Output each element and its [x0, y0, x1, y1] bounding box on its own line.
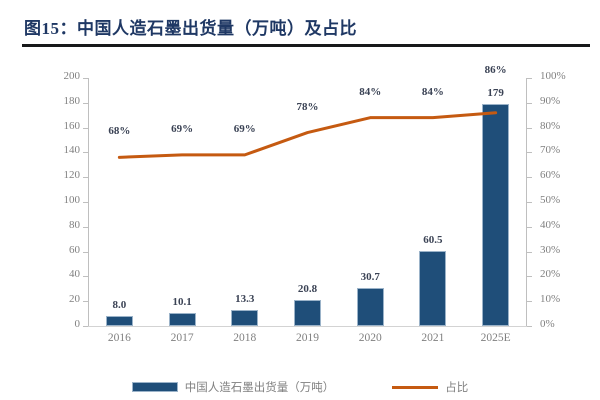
right-axis-label: 60%	[540, 169, 561, 182]
percentage-value-label: 69%	[233, 122, 256, 135]
right-axis-label: 40%	[540, 218, 561, 231]
left-axis-label: 0	[74, 318, 81, 330]
bar-value-label: 60.5	[423, 233, 443, 246]
percentage-line	[117, 111, 498, 159]
right-axis-label: 90%	[540, 94, 561, 107]
left-axis-tick	[83, 226, 88, 228]
title-block: 图15：中国人造石墨出货量（万吨）及占比	[0, 0, 600, 52]
right-axis-tick	[527, 152, 532, 154]
bar[interactable]	[356, 287, 384, 326]
right-axis-tick	[527, 127, 532, 129]
left-axis-tick	[83, 251, 88, 253]
right-axis-tick	[527, 301, 532, 303]
x-axis-label: 2018	[233, 332, 257, 344]
right-axis-label: 100%	[540, 70, 566, 82]
plot-area: 0 20 40 60 80 100 120 140 160 180 200 0% 10% 20% 30% 4…	[64, 64, 566, 344]
bar[interactable]	[294, 300, 321, 326]
left-axis-label: 40	[69, 268, 80, 281]
left-axis-label: 60	[69, 243, 80, 256]
bar-swatch-icon	[131, 382, 178, 392]
left-axis-label: 100	[63, 194, 81, 206]
left-axis-label: 160	[63, 119, 81, 132]
bar-value-label: 8.0	[112, 299, 127, 312]
percentage-value-label: 84%	[359, 85, 382, 98]
right-axis-tick	[527, 177, 532, 179]
left-axis-label: 140	[63, 144, 81, 157]
percentage-value-label: 84%	[421, 85, 444, 98]
right-axis-label: 20%	[540, 268, 561, 281]
x-axis-label: 2017	[170, 332, 194, 344]
bar[interactable]	[419, 250, 447, 326]
left-axis-tick	[83, 301, 88, 303]
right-axis-tick	[527, 326, 532, 327]
line-series	[117, 111, 498, 159]
legend-item-bar[interactable]: 中国人造石墨出货量（万吨）	[131, 379, 335, 395]
bottom-axis-line	[88, 326, 527, 327]
line-swatch-icon	[392, 385, 439, 389]
left-axis-tick	[83, 127, 88, 129]
x-axis-label: 2020	[358, 332, 382, 344]
left-axis-tick	[83, 202, 88, 203]
right-axis-label: 0%	[540, 318, 555, 330]
legend-label-line: 占比	[445, 382, 469, 394]
x-axis-label: 2019	[296, 332, 319, 344]
right-axis-tick	[527, 251, 532, 253]
right-axis-label: 80%	[540, 119, 561, 132]
left-axis-label: 80	[69, 218, 80, 231]
x-axis-label: 2021	[421, 332, 445, 344]
right-axis-tick	[527, 78, 532, 79]
right-axis-tick	[527, 276, 532, 278]
left-axis-tick	[83, 326, 88, 327]
bar-value-label: 179	[487, 87, 504, 100]
percentage-value-label: 86%	[484, 63, 507, 76]
bar[interactable]	[168, 313, 196, 326]
left-axis-line	[88, 78, 89, 327]
percentage-value-label: 68%	[108, 125, 131, 138]
bar[interactable]	[105, 316, 133, 326]
bar[interactable]	[231, 309, 259, 326]
bar[interactable]	[482, 104, 510, 326]
right-axis-label: 30%	[540, 243, 561, 256]
left-axis-tick	[83, 152, 88, 154]
right-axis-line	[526, 78, 527, 327]
page-title: 图15：中国人造石墨出货量（万吨）及占比	[24, 19, 357, 38]
x-axis-label: 2016	[107, 332, 131, 344]
right-axis-tick	[527, 102, 532, 104]
legend-item-line[interactable]: 占比	[392, 379, 468, 395]
left-axis-tick	[83, 78, 88, 79]
x-axis-label: 2025E	[480, 332, 511, 344]
right-axis-label: 70%	[540, 144, 561, 157]
bar-value-label: 30.7	[360, 270, 380, 283]
left-axis-label: 200	[63, 70, 81, 82]
title-divider	[22, 44, 590, 47]
percentage-value-label: 78%	[296, 100, 319, 113]
left-axis-label: 180	[63, 94, 81, 107]
left-axis-label: 20	[69, 293, 80, 306]
legend-label-bar: 中国人造石墨出货量（万吨）	[184, 382, 335, 394]
bar-value-label: 10.1	[172, 296, 192, 309]
right-axis-label: 10%	[540, 293, 561, 306]
left-axis-tick	[83, 276, 88, 278]
bar-value-label: 20.8	[297, 283, 318, 296]
chart-legend: 中国人造石墨出货量（万吨） 占比	[0, 378, 600, 396]
bar-value-label: 13.3	[235, 292, 255, 305]
left-axis-tick	[83, 102, 88, 104]
left-axis-tick	[83, 177, 88, 179]
left-axis-label: 120	[63, 169, 81, 182]
right-axis-label: 50%	[540, 194, 561, 206]
percentage-value-label: 69%	[171, 122, 194, 135]
right-axis-tick	[527, 202, 532, 203]
right-axis-tick	[527, 226, 532, 228]
